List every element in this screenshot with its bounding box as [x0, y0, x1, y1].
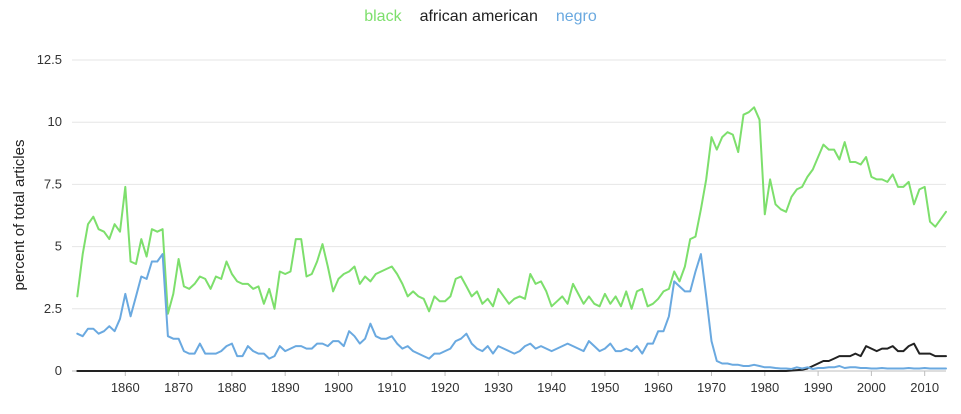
series-line-negro — [76, 253, 947, 370]
y-axis-ticks: 0 2.5 5 7.5 10 12.5 — [37, 52, 62, 378]
x-tick-label: 1990 — [804, 380, 833, 395]
x-tick-label: 2000 — [857, 380, 886, 395]
x-tick-label: 1920 — [431, 380, 460, 395]
x-tick-label: 1910 — [377, 380, 406, 395]
legend-item-negro[interactable]: negro — [555, 8, 597, 25]
series-line-african-american — [76, 342, 947, 372]
chart-legend: black african american negro — [0, 8, 961, 26]
x-tick-label: 1980 — [750, 380, 779, 395]
y-tick-label: 0 — [55, 363, 62, 378]
x-tick-label: 1930 — [484, 380, 513, 395]
y-tick-label: 10 — [48, 114, 62, 129]
series-lines — [76, 106, 947, 372]
x-tick-label: 1880 — [217, 380, 246, 395]
legend-item-black[interactable]: black — [364, 8, 402, 25]
x-tick-label: 2010 — [910, 380, 939, 395]
x-tick-label: 1940 — [537, 380, 566, 395]
x-tick-label: 1870 — [164, 380, 193, 395]
x-tick-label: 1950 — [590, 380, 619, 395]
y-tick-label: 7.5 — [44, 176, 62, 191]
legend-item-african-american[interactable]: african american — [419, 8, 538, 25]
series-line-black — [76, 106, 947, 315]
y-tick-label: 5 — [55, 239, 62, 254]
x-axis-ticks: 1860 1870 1880 1890 1900 1910 1920 1930 1940 1950… — [72, 370, 946, 395]
y-tick-label: 2.5 — [44, 301, 62, 316]
x-tick-label: 1900 — [324, 380, 353, 395]
x-tick-label: 1970 — [697, 380, 726, 395]
y-axis-label: percent of total articles — [11, 140, 28, 291]
x-tick-label: 1960 — [644, 380, 673, 395]
grid-lines — [72, 59, 946, 372]
y-tick-label: 12.5 — [37, 52, 62, 67]
x-tick-label: 1890 — [271, 380, 300, 395]
x-tick-label: 1860 — [111, 380, 140, 395]
